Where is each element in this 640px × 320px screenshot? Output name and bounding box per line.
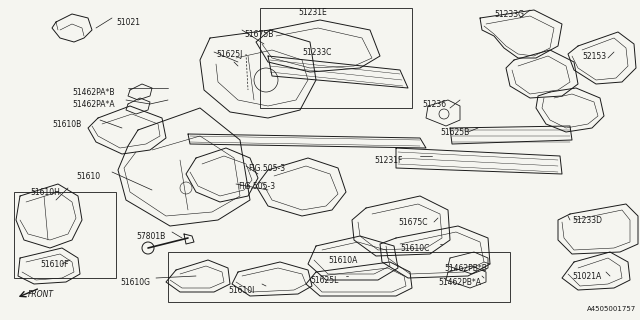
Text: 51462PA*B: 51462PA*B	[72, 88, 115, 97]
Text: 51610G: 51610G	[120, 278, 150, 287]
Text: 51462PB*B: 51462PB*B	[444, 264, 487, 273]
Text: A4505001757: A4505001757	[587, 306, 636, 312]
Text: 51233C: 51233C	[302, 48, 332, 57]
Bar	[168, 252, 510, 302]
Text: 51021: 51021	[116, 18, 140, 27]
Text: 51610B: 51610B	[52, 120, 81, 129]
Text: 51610A: 51610A	[328, 256, 357, 265]
Text: 51625L: 51625L	[310, 276, 339, 285]
Text: 51021A: 51021A	[572, 272, 601, 281]
Text: 51675C: 51675C	[398, 218, 428, 227]
Text: 51233D: 51233D	[572, 216, 602, 225]
Text: 51625J: 51625J	[216, 50, 243, 59]
Text: 52153: 52153	[582, 52, 606, 61]
Text: FIG.505-3: FIG.505-3	[238, 182, 275, 191]
Text: FIG.505-3: FIG.505-3	[248, 164, 285, 173]
Text: 51610: 51610	[76, 172, 100, 181]
Text: 51462PA*A: 51462PA*A	[72, 100, 115, 109]
Text: FRONT: FRONT	[28, 290, 54, 299]
Text: 51625B: 51625B	[440, 128, 469, 137]
Text: 51675B: 51675B	[244, 30, 273, 39]
Text: 51610I: 51610I	[228, 286, 254, 295]
Text: 51610H: 51610H	[30, 188, 60, 197]
Text: 51610C: 51610C	[400, 244, 429, 253]
Text: 51233G: 51233G	[494, 10, 524, 19]
Text: 51610F: 51610F	[40, 260, 68, 269]
Text: 51231F: 51231F	[374, 156, 403, 165]
Bar	[260, 8, 412, 108]
Text: 51231E: 51231E	[298, 8, 327, 17]
Text: 51462PB*A: 51462PB*A	[438, 278, 481, 287]
Text: 57801B: 57801B	[136, 232, 165, 241]
Bar	[14, 192, 116, 278]
Text: 51236: 51236	[422, 100, 446, 109]
